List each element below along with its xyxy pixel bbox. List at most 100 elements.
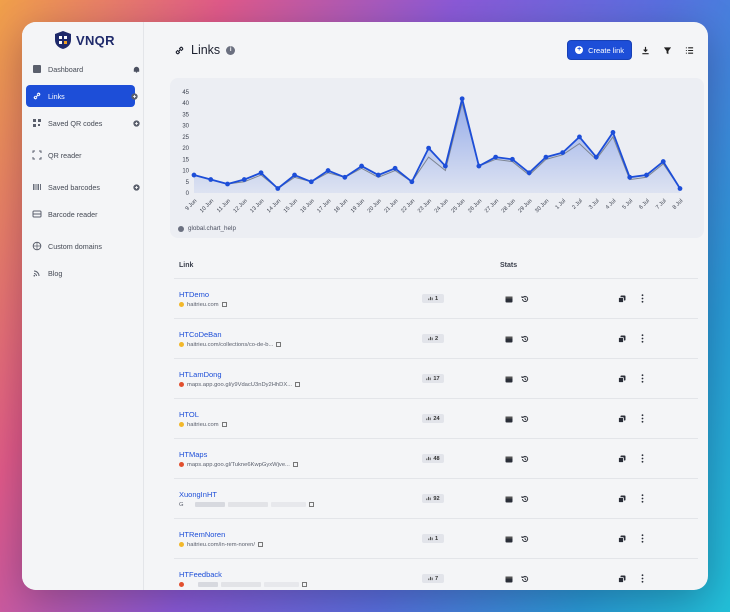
link-destination (179, 582, 422, 587)
data-point (543, 154, 549, 160)
history-icon[interactable] (520, 574, 529, 583)
calendar-icon[interactable] (504, 454, 513, 463)
x-tick-label: 11 Jun (216, 198, 232, 214)
history-icon[interactable] (520, 414, 529, 423)
data-point (409, 179, 415, 185)
more-options-icon[interactable] (638, 414, 647, 423)
more-options-icon[interactable] (638, 294, 647, 303)
export-button[interactable] (636, 41, 654, 59)
table-header: Link Stats (174, 253, 698, 279)
external-link-icon[interactable] (302, 582, 307, 587)
link-name[interactable]: HTLamDong (179, 369, 222, 379)
create-link-button[interactable]: + Create link (567, 40, 632, 60)
history-icon[interactable] (520, 534, 529, 543)
copy-icon[interactable] (617, 414, 626, 423)
data-point (426, 145, 432, 151)
sidebar-item-blog[interactable]: Blog (26, 262, 137, 284)
info-icon[interactable]: i (226, 45, 236, 55)
plus-circle-icon[interactable] (131, 118, 141, 128)
copy-icon[interactable] (617, 574, 626, 583)
link-name[interactable]: HTRemNoren (179, 529, 226, 539)
table-row[interactable]: HTFeedback 7 (174, 559, 698, 590)
filter-button[interactable] (658, 41, 676, 59)
plus-circle-icon[interactable] (131, 182, 141, 192)
clicks-badge[interactable]: 92 (422, 494, 444, 503)
list-view-button[interactable] (680, 41, 698, 59)
clicks-badge[interactable]: 24 (422, 414, 444, 423)
clicks-badge[interactable]: 7 (422, 574, 444, 583)
sidebar-item-barcode-reader[interactable]: Barcode reader (26, 203, 137, 225)
link-name[interactable]: HTOL (179, 409, 199, 419)
external-link-icon[interactable] (257, 542, 263, 547)
more-options-icon[interactable] (638, 454, 647, 463)
external-link-icon[interactable] (276, 342, 282, 347)
external-link-icon[interactable] (221, 302, 227, 307)
link-name[interactable]: HTCoDeBan (179, 329, 222, 339)
link-icon (175, 46, 184, 54)
table-row[interactable]: HTDemo haitrieu.com 1 (174, 279, 698, 319)
clicks-badge[interactable]: 17 (422, 374, 444, 383)
sidebar-item-qr-reader[interactable]: QR reader (26, 144, 137, 166)
history-icon[interactable] (520, 374, 529, 383)
history-icon[interactable] (520, 494, 529, 503)
sidebar-item-links[interactable]: Links (26, 85, 138, 107)
history-icon[interactable] (520, 294, 529, 303)
calendar-icon[interactable] (504, 374, 513, 383)
copy-icon[interactable] (617, 494, 626, 503)
more-options-icon[interactable] (638, 494, 647, 503)
y-tick-label: 45 (182, 90, 189, 96)
redacted-text (264, 582, 299, 587)
clicks-badge[interactable]: 48 (422, 454, 444, 463)
brand[interactable]: VNQR (22, 28, 143, 52)
data-point (342, 174, 348, 180)
sidebar-item-saved-barcodes[interactable]: Saved barcodes (26, 176, 140, 198)
table-row[interactable]: HTOL haitrieu.com 24 (174, 399, 698, 439)
y-tick-label: 20 (182, 146, 189, 152)
table-row[interactable]: HTCoDeBan haitrieu.com/collections/co-de-… (174, 319, 698, 359)
calendar-icon[interactable] (504, 334, 513, 343)
copy-icon[interactable] (617, 534, 626, 543)
external-link-icon[interactable] (308, 502, 314, 507)
data-point (225, 181, 230, 187)
clicks-badge[interactable]: 2 (422, 334, 444, 343)
table-row[interactable]: XuongInHT G 92 (174, 479, 698, 519)
copy-icon[interactable] (617, 294, 626, 303)
sidebar-item-saved-qr-codes[interactable]: Saved QR codes (26, 112, 140, 134)
calendar-icon[interactable] (504, 294, 513, 303)
more-options-icon[interactable] (638, 374, 647, 383)
external-link-icon[interactable] (295, 382, 301, 387)
bell-icon[interactable] (131, 64, 141, 74)
external-link-icon[interactable] (221, 422, 227, 427)
sidebar-item-label: Saved barcodes (48, 182, 100, 192)
table-row[interactable]: HTMaps maps.app.goo.gl/Tukne6KwpGyxWjve..… (174, 439, 698, 479)
history-icon[interactable] (520, 454, 529, 463)
more-options-icon[interactable] (638, 534, 647, 543)
copy-icon[interactable] (617, 454, 626, 463)
list-icon (685, 46, 693, 54)
more-options-icon[interactable] (638, 334, 647, 343)
table-row[interactable]: HTLamDong maps.app.goo.gl/y9VdacU3nDy2HhD… (174, 359, 698, 399)
link-name[interactable]: HTMaps (179, 449, 208, 459)
data-point (660, 159, 666, 164)
history-icon[interactable] (520, 334, 529, 343)
link-name[interactable]: HTFeedback (179, 570, 222, 579)
x-tick-label: 6 Jul (638, 198, 651, 211)
calendar-icon[interactable] (504, 574, 513, 583)
calendar-icon[interactable] (504, 414, 513, 423)
external-link-icon[interactable] (292, 462, 298, 467)
clicks-badge[interactable]: 1 (422, 294, 444, 303)
more-options-icon[interactable] (638, 574, 647, 583)
plus-circle-icon[interactable] (129, 91, 139, 101)
sidebar-item-custom-domains[interactable]: Custom domains (26, 235, 137, 257)
calendar-icon[interactable] (504, 494, 513, 503)
copy-icon[interactable] (617, 334, 626, 343)
table-row[interactable]: HTRemNoren haitrieu.com/in-rem-noren/1 (174, 519, 698, 559)
calendar-icon[interactable] (504, 534, 513, 543)
y-tick-label: 0 (186, 191, 190, 197)
link-name[interactable]: XuongInHT (179, 489, 217, 499)
link-name[interactable]: HTDemo (179, 289, 210, 299)
sidebar-item-dashboard[interactable]: Dashboard (26, 58, 139, 80)
x-tick-label: 16 Jun (300, 198, 316, 214)
clicks-badge[interactable]: 1 (422, 534, 444, 543)
copy-icon[interactable] (617, 374, 626, 383)
